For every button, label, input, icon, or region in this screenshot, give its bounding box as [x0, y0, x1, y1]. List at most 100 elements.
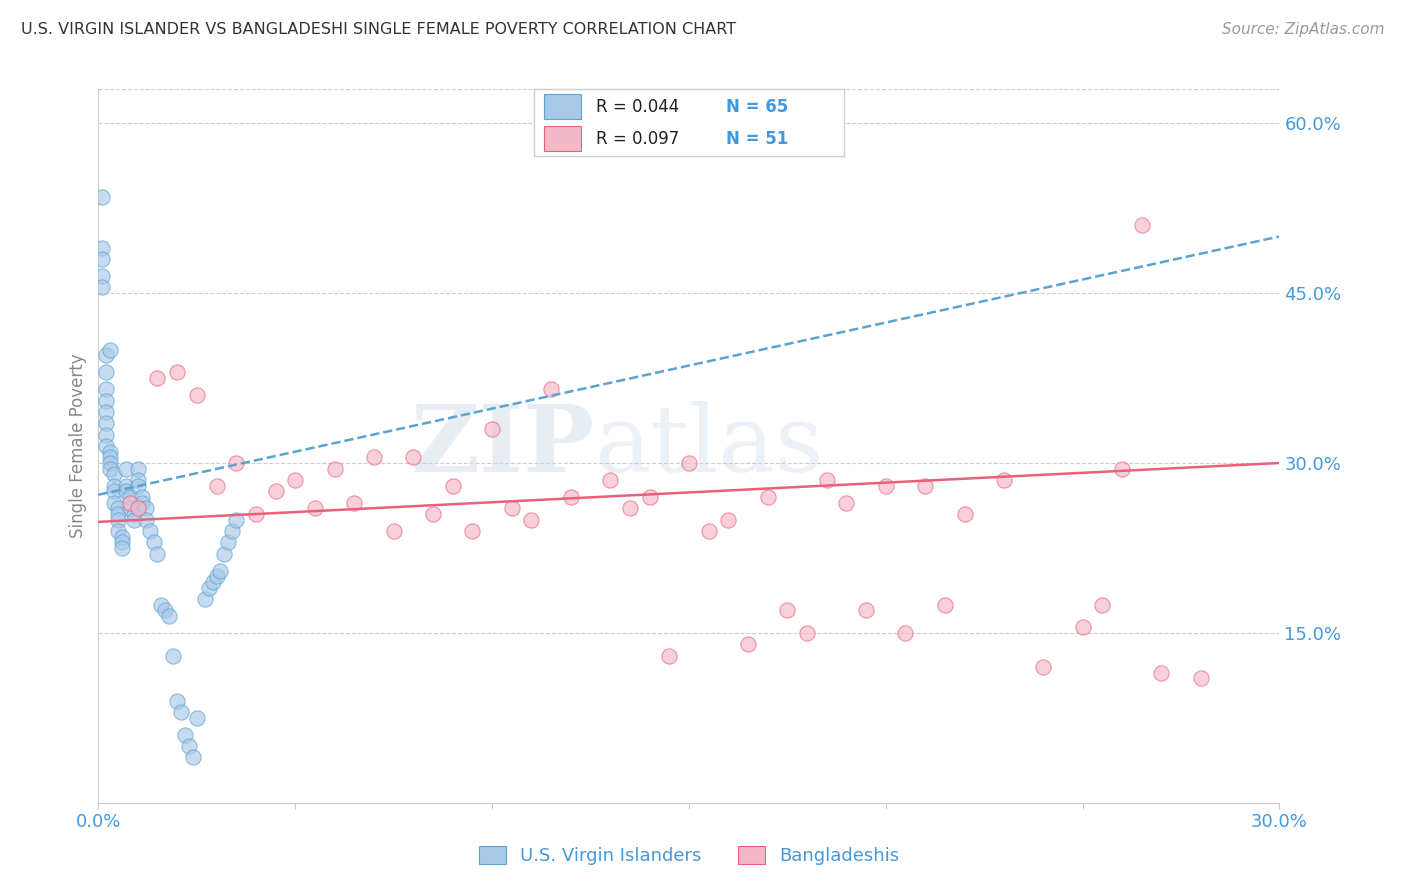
U.S. Virgin Islanders: [205, 569, 228, 583]
Bangladeshis: [953, 507, 976, 521]
U.S. Virgin Islanders: [127, 473, 149, 487]
U.S. Virgin Islanders: [115, 484, 138, 499]
Bangladeshis: [205, 478, 228, 492]
Bangladeshis: [225, 456, 247, 470]
U.S. Virgin Islanders: [115, 478, 138, 492]
Bangladeshis: [501, 501, 523, 516]
Text: R = 0.044: R = 0.044: [596, 97, 679, 116]
Bangladeshis: [382, 524, 405, 538]
Bangladeshis: [186, 388, 208, 402]
U.S. Virgin Islanders: [96, 417, 118, 431]
U.S. Virgin Islanders: [127, 478, 149, 492]
U.S. Virgin Islanders: [98, 450, 121, 465]
U.S. Virgin Islanders: [98, 444, 121, 458]
Bangladeshis: [1091, 598, 1114, 612]
U.S. Virgin Islanders: [174, 728, 197, 742]
Bangladeshis: [560, 490, 582, 504]
U.S. Virgin Islanders: [96, 348, 118, 362]
Bangladeshis: [118, 495, 141, 509]
U.S. Virgin Islanders: [91, 269, 114, 284]
Bangladeshis: [166, 365, 188, 379]
U.S. Virgin Islanders: [98, 461, 121, 475]
U.S. Virgin Islanders: [138, 524, 160, 538]
U.S. Virgin Islanders: [98, 456, 121, 470]
U.S. Virgin Islanders: [209, 564, 232, 578]
Bangladeshis: [717, 513, 740, 527]
Bangladeshis: [245, 507, 267, 521]
Text: atlas: atlas: [595, 401, 824, 491]
U.S. Virgin Islanders: [103, 495, 125, 509]
U.S. Virgin Islanders: [127, 461, 149, 475]
Bangladeshis: [678, 456, 700, 470]
U.S. Virgin Islanders: [111, 541, 134, 555]
U.S. Virgin Islanders: [197, 581, 219, 595]
U.S. Virgin Islanders: [146, 547, 169, 561]
U.S. Virgin Islanders: [166, 694, 188, 708]
Bangladeshis: [402, 450, 425, 465]
Bangladeshis: [835, 495, 858, 509]
U.S. Virgin Islanders: [225, 513, 247, 527]
U.S. Virgin Islanders: [91, 280, 114, 294]
Bangladeshis: [1032, 660, 1054, 674]
U.S. Virgin Islanders: [96, 427, 118, 442]
Bangladeshis: [776, 603, 799, 617]
U.S. Virgin Islanders: [118, 501, 141, 516]
Bar: [544, 94, 581, 120]
U.S. Virgin Islanders: [91, 190, 114, 204]
U.S. Virgin Islanders: [122, 507, 145, 521]
Bangladeshis: [481, 422, 503, 436]
Text: ZIP: ZIP: [411, 401, 595, 491]
U.S. Virgin Islanders: [157, 608, 180, 623]
U.S. Virgin Islanders: [131, 490, 153, 504]
Bangladeshis: [343, 495, 366, 509]
U.S. Virgin Islanders: [217, 535, 239, 549]
Bangladeshis: [914, 478, 936, 492]
Bangladeshis: [756, 490, 779, 504]
Bangladeshis: [264, 484, 287, 499]
Bangladeshis: [363, 450, 385, 465]
Text: Source: ZipAtlas.com: Source: ZipAtlas.com: [1222, 22, 1385, 37]
U.S. Virgin Islanders: [107, 501, 129, 516]
Bangladeshis: [894, 626, 917, 640]
Bangladeshis: [146, 371, 169, 385]
U.S. Virgin Islanders: [115, 461, 138, 475]
Text: N = 51: N = 51: [725, 129, 789, 148]
Text: U.S. VIRGIN ISLANDER VS BANGLADESHI SINGLE FEMALE POVERTY CORRELATION CHART: U.S. VIRGIN ISLANDER VS BANGLADESHI SING…: [21, 22, 737, 37]
Bangladeshis: [875, 478, 897, 492]
Bar: [544, 126, 581, 152]
U.S. Virgin Islanders: [135, 513, 157, 527]
U.S. Virgin Islanders: [181, 750, 204, 764]
Bangladeshis: [520, 513, 543, 527]
Y-axis label: Single Female Poverty: Single Female Poverty: [69, 354, 87, 538]
Bangladeshis: [599, 473, 621, 487]
Bangladeshis: [540, 383, 562, 397]
Bangladeshis: [737, 637, 759, 651]
Legend: U.S. Virgin Islanders, Bangladeshis: U.S. Virgin Islanders, Bangladeshis: [471, 838, 907, 872]
Bangladeshis: [993, 473, 1015, 487]
U.S. Virgin Islanders: [155, 603, 177, 617]
Text: N = 65: N = 65: [725, 97, 789, 116]
U.S. Virgin Islanders: [107, 524, 129, 538]
U.S. Virgin Islanders: [103, 484, 125, 499]
U.S. Virgin Islanders: [162, 648, 184, 663]
U.S. Virgin Islanders: [96, 439, 118, 453]
U.S. Virgin Islanders: [98, 343, 121, 357]
Bangladeshis: [304, 501, 326, 516]
U.S. Virgin Islanders: [170, 705, 193, 719]
Bangladeshis: [441, 478, 464, 492]
Bangladeshis: [815, 473, 838, 487]
Bangladeshis: [127, 501, 149, 516]
Bangladeshis: [638, 490, 661, 504]
U.S. Virgin Islanders: [214, 547, 236, 561]
U.S. Virgin Islanders: [118, 490, 141, 504]
U.S. Virgin Islanders: [91, 252, 114, 266]
U.S. Virgin Islanders: [103, 467, 125, 482]
Bangladeshis: [934, 598, 956, 612]
Bangladeshis: [658, 648, 681, 663]
U.S. Virgin Islanders: [201, 574, 224, 589]
U.S. Virgin Islanders: [177, 739, 200, 754]
Bangladeshis: [1111, 461, 1133, 475]
Text: R = 0.097: R = 0.097: [596, 129, 679, 148]
U.S. Virgin Islanders: [107, 507, 129, 521]
Bangladeshis: [323, 461, 346, 475]
